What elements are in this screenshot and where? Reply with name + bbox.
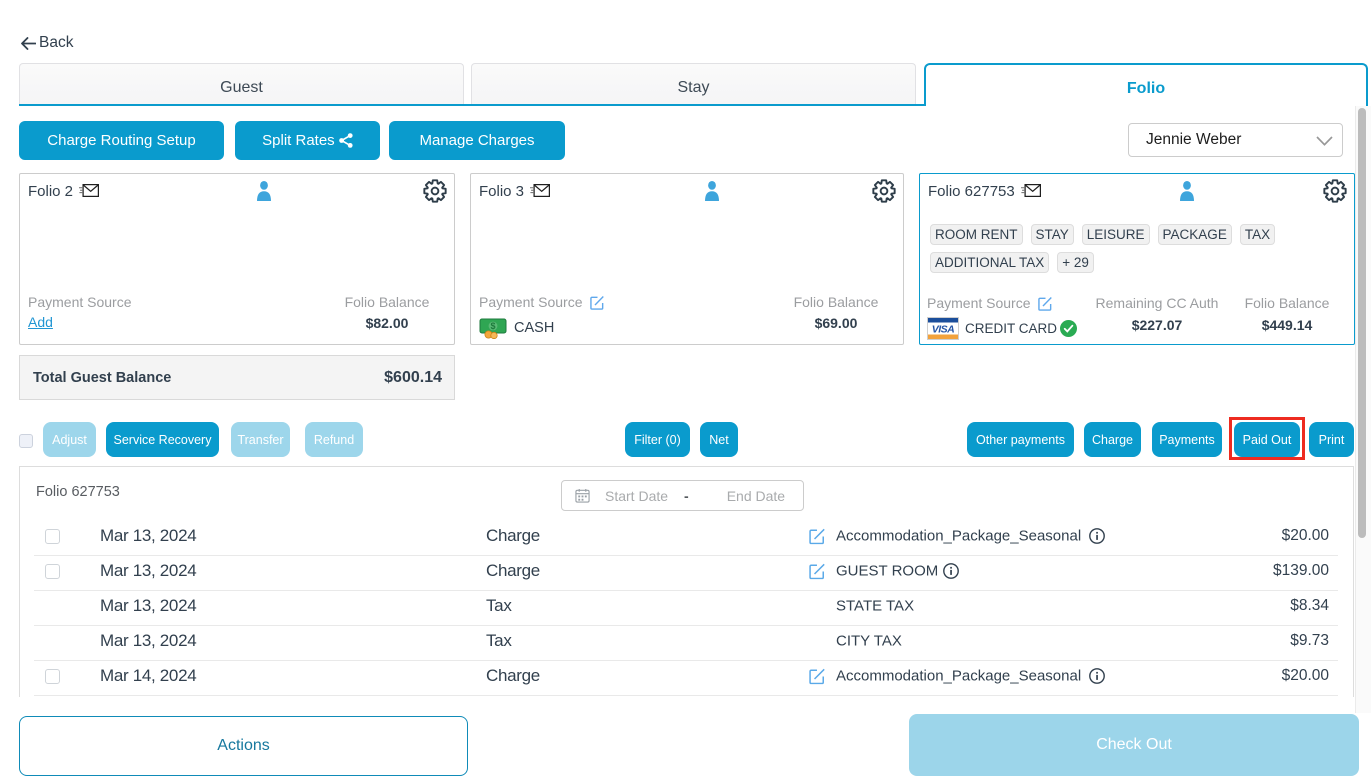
svg-text:$: $ xyxy=(490,321,495,331)
svg-text:VISA: VISA xyxy=(932,323,955,335)
